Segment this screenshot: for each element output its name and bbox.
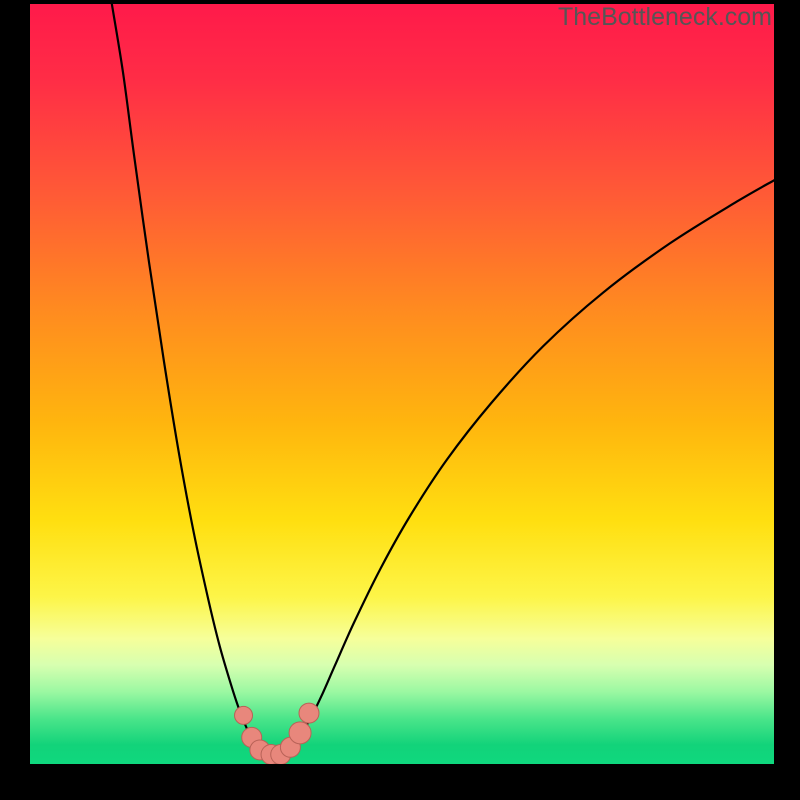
plot-area xyxy=(30,4,774,764)
marker-dot xyxy=(235,706,253,724)
marker-dot xyxy=(299,703,319,723)
gradient-background xyxy=(30,4,774,764)
marker-dot xyxy=(289,722,311,744)
chart-frame: TheBottleneck.com xyxy=(0,0,800,800)
watermark-text: TheBottleneck.com xyxy=(558,3,772,32)
bottleneck-chart xyxy=(30,4,774,764)
